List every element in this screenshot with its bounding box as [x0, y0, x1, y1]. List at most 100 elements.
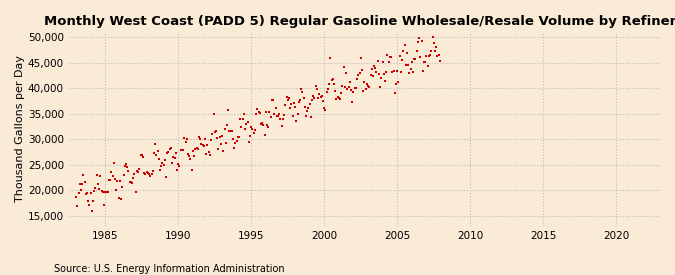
- Point: [359, 79, 370, 84]
- Point: [78, 173, 88, 177]
- Point: [223, 108, 234, 112]
- Point: [247, 126, 258, 131]
- Point: [402, 51, 412, 55]
- Point: [145, 174, 156, 178]
- Point: [367, 67, 377, 72]
- Point: [414, 36, 425, 40]
- Point: [200, 137, 211, 141]
- Point: [188, 149, 198, 153]
- Point: [358, 88, 369, 93]
- Point: [197, 142, 208, 147]
- Point: [124, 180, 135, 185]
- Point: [300, 114, 311, 118]
- Point: [103, 177, 114, 182]
- Point: [265, 115, 276, 119]
- Point: [163, 150, 174, 154]
- Point: [294, 98, 305, 103]
- Point: [244, 134, 255, 138]
- Point: [326, 78, 337, 82]
- Point: [95, 174, 106, 178]
- Point: [373, 59, 383, 64]
- Point: [132, 169, 142, 173]
- Point: [347, 100, 358, 104]
- Point: [135, 153, 146, 157]
- Point: [159, 158, 170, 162]
- Point: [371, 69, 382, 74]
- Point: [115, 197, 126, 201]
- Point: [274, 111, 285, 116]
- Point: [269, 112, 279, 117]
- Point: [113, 196, 124, 200]
- Point: [277, 117, 288, 121]
- Point: [242, 120, 253, 125]
- Point: [268, 98, 279, 102]
- Point: [297, 90, 308, 95]
- Point: [353, 73, 364, 77]
- Point: [173, 161, 184, 166]
- Point: [238, 117, 248, 121]
- Point: [418, 60, 429, 64]
- Point: [188, 153, 199, 158]
- Point: [176, 148, 187, 152]
- Point: [355, 56, 366, 60]
- Point: [320, 107, 331, 112]
- Point: [107, 174, 118, 178]
- Point: [369, 63, 379, 68]
- Point: [403, 63, 414, 67]
- Point: [212, 136, 223, 140]
- Point: [203, 150, 214, 154]
- Point: [410, 57, 421, 61]
- Point: [385, 55, 396, 59]
- Point: [385, 55, 396, 59]
- Point: [431, 45, 441, 49]
- Text: Source: U.S. Energy Information Administration: Source: U.S. Energy Information Administ…: [54, 264, 285, 274]
- Point: [82, 190, 92, 195]
- Point: [290, 105, 300, 109]
- Point: [264, 110, 275, 115]
- Point: [303, 106, 314, 110]
- Point: [240, 126, 250, 131]
- Point: [321, 90, 332, 95]
- Point: [224, 129, 235, 133]
- Point: [241, 122, 252, 127]
- Point: [227, 137, 238, 142]
- Point: [84, 203, 95, 208]
- Point: [343, 85, 354, 89]
- Point: [148, 151, 159, 156]
- Point: [236, 125, 247, 130]
- Point: [206, 138, 217, 142]
- Point: [246, 125, 256, 130]
- Point: [341, 71, 352, 75]
- Point: [215, 142, 226, 147]
- Point: [346, 88, 356, 93]
- Point: [101, 190, 112, 195]
- Point: [194, 135, 205, 140]
- Point: [387, 70, 398, 74]
- Point: [284, 96, 294, 100]
- Point: [165, 146, 176, 150]
- Point: [365, 72, 376, 77]
- Point: [252, 107, 263, 111]
- Point: [174, 164, 185, 169]
- Point: [433, 53, 444, 57]
- Point: [244, 140, 254, 145]
- Point: [77, 182, 88, 186]
- Point: [273, 113, 284, 118]
- Point: [313, 96, 323, 101]
- Point: [362, 84, 373, 88]
- Point: [208, 112, 219, 116]
- Point: [281, 95, 292, 99]
- Point: [389, 90, 400, 95]
- Point: [211, 129, 221, 133]
- Point: [350, 86, 361, 90]
- Point: [435, 59, 446, 64]
- Point: [88, 199, 99, 204]
- Point: [121, 161, 132, 166]
- Point: [198, 144, 209, 148]
- Point: [379, 72, 389, 76]
- Point: [225, 128, 236, 133]
- Point: [327, 76, 338, 81]
- Point: [256, 121, 267, 125]
- Point: [426, 49, 437, 53]
- Point: [400, 62, 411, 67]
